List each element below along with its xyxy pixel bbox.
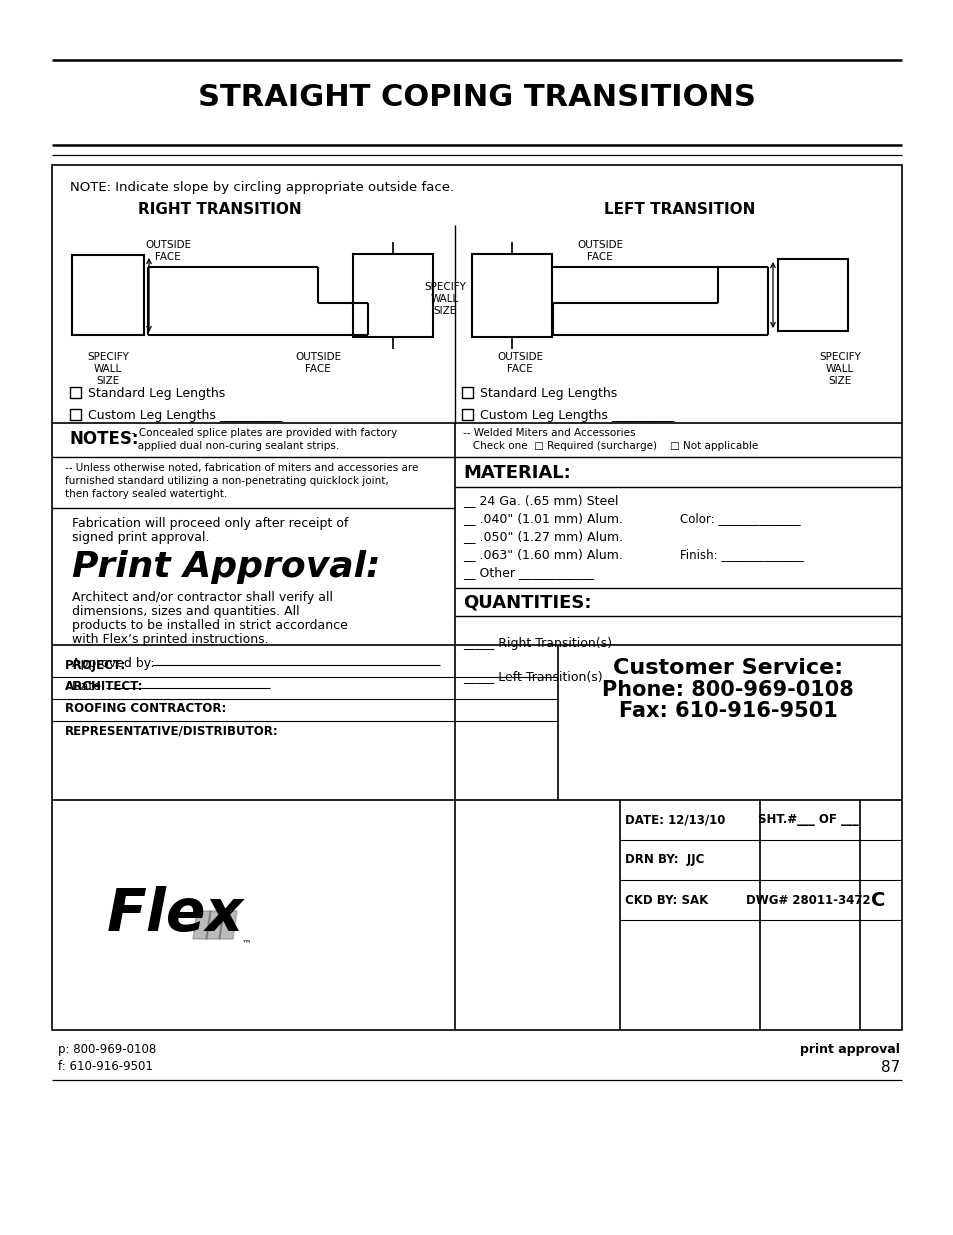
Text: Finish: ______________: Finish: ______________: [679, 548, 802, 562]
Text: Color: ______________: Color: ______________: [679, 513, 800, 526]
Text: SPECIFY: SPECIFY: [819, 352, 860, 362]
Text: WALL: WALL: [825, 364, 853, 374]
Text: WALL: WALL: [431, 294, 458, 304]
Text: Fabrication will proceed only after receipt of: Fabrication will proceed only after rece…: [71, 517, 348, 531]
Text: Custom Leg Lengths __________: Custom Leg Lengths __________: [88, 409, 282, 421]
Text: FACE: FACE: [155, 252, 181, 262]
Text: QUANTITIES:: QUANTITIES:: [462, 594, 591, 613]
Text: SIZE: SIZE: [433, 306, 456, 316]
Text: Custom Leg Lengths __________: Custom Leg Lengths __________: [479, 409, 674, 421]
Text: -- Welded Miters and Accessories: -- Welded Miters and Accessories: [462, 429, 635, 438]
Text: Architect and/or contractor shall verify all: Architect and/or contractor shall verify…: [71, 590, 333, 604]
Text: p: 800-969-0108: p: 800-969-0108: [58, 1044, 156, 1056]
Text: signed print approval.: signed print approval.: [71, 531, 210, 545]
Text: DATE: 12/13/10: DATE: 12/13/10: [624, 814, 724, 826]
Text: with Flex’s printed instructions.: with Flex’s printed instructions.: [71, 632, 269, 646]
Polygon shape: [206, 911, 224, 939]
Bar: [71, 254, 144, 335]
Text: Standard Leg Lengths: Standard Leg Lengths: [479, 387, 617, 399]
Text: SPECIFY: SPECIFY: [424, 282, 465, 291]
Text: Check one  □ Required (surcharge)    □ Not applicable: Check one □ Required (surcharge) □ Not a…: [462, 441, 758, 451]
Text: MATERIAL:: MATERIAL:: [462, 464, 570, 482]
Bar: [472, 254, 552, 337]
Text: FACE: FACE: [507, 364, 533, 374]
Bar: [461, 387, 473, 398]
Text: C: C: [870, 890, 884, 909]
Text: Customer Service:: Customer Service:: [612, 658, 842, 678]
Text: ™: ™: [242, 939, 252, 948]
Bar: [70, 387, 81, 398]
Polygon shape: [193, 911, 211, 939]
Text: Phone: 800-969-0108: Phone: 800-969-0108: [601, 680, 853, 700]
Text: ARCHITECT:: ARCHITECT:: [65, 680, 143, 694]
Text: ROOFING CONTRACTOR:: ROOFING CONTRACTOR:: [65, 703, 226, 715]
Text: FACE: FACE: [586, 252, 612, 262]
Text: OUTSIDE: OUTSIDE: [577, 240, 622, 249]
Text: -- Unless otherwise noted, fabrication of miters and accessories are: -- Unless otherwise noted, fabrication o…: [65, 463, 418, 473]
Text: __ .063" (1.60 mm) Alum.: __ .063" (1.60 mm) Alum.: [462, 548, 622, 562]
Text: f: 610-916-9501: f: 610-916-9501: [58, 1061, 152, 1073]
Text: __ .040" (1.01 mm) Alum.: __ .040" (1.01 mm) Alum.: [462, 513, 622, 526]
Text: applied dual non-curing sealant strips.: applied dual non-curing sealant strips.: [128, 441, 339, 451]
Text: 87: 87: [880, 1060, 899, 1074]
Text: STRAIGHT COPING TRANSITIONS: STRAIGHT COPING TRANSITIONS: [198, 84, 755, 112]
Text: RIGHT TRANSITION: RIGHT TRANSITION: [138, 203, 301, 217]
Text: Approved by:: Approved by:: [71, 657, 154, 669]
Bar: [778, 259, 847, 331]
Text: FACE: FACE: [305, 364, 331, 374]
Text: NOTES:: NOTES:: [70, 430, 139, 448]
Text: -- Concealed splice plates are provided with factory: -- Concealed splice plates are provided …: [128, 429, 396, 438]
Text: Standard Leg Lengths: Standard Leg Lengths: [88, 387, 225, 399]
Text: OUTSIDE: OUTSIDE: [497, 352, 542, 362]
Polygon shape: [219, 911, 236, 939]
Text: __ Other ____________: __ Other ____________: [462, 567, 594, 579]
Text: print approval: print approval: [800, 1044, 899, 1056]
Text: __ 24 Ga. (.65 mm) Steel: __ 24 Ga. (.65 mm) Steel: [462, 494, 618, 508]
Text: WALL: WALL: [93, 364, 122, 374]
Text: OUTSIDE: OUTSIDE: [294, 352, 341, 362]
Text: products to be installed in strict accordance: products to be installed in strict accor…: [71, 619, 348, 631]
Text: _____ Left Transition(s): _____ Left Transition(s): [462, 671, 602, 683]
Text: SPECIFY: SPECIFY: [87, 352, 129, 362]
Text: dimensions, sizes and quantities. All: dimensions, sizes and quantities. All: [71, 604, 299, 618]
Bar: [52, 165, 901, 1030]
Text: REPRESENTATIVE/DISTRIBUTOR:: REPRESENTATIVE/DISTRIBUTOR:: [65, 725, 278, 737]
Text: DWG# 28011-3472: DWG# 28011-3472: [745, 893, 869, 906]
Text: NOTE: Indicate slope by circling appropriate outside face.: NOTE: Indicate slope by circling appropr…: [70, 180, 454, 194]
Text: then factory sealed watertight.: then factory sealed watertight.: [65, 489, 227, 499]
Text: PROJECT:: PROJECT:: [65, 658, 126, 672]
Text: SIZE: SIZE: [96, 375, 119, 387]
Text: OUTSIDE: OUTSIDE: [145, 240, 191, 249]
Text: furnished standard utilizing a non-penetrating quicklock joint,: furnished standard utilizing a non-penet…: [65, 475, 388, 487]
Bar: [70, 409, 81, 420]
Text: Date:: Date:: [71, 679, 106, 693]
Text: DRN BY:  JJC: DRN BY: JJC: [624, 853, 703, 867]
Text: SIZE: SIZE: [827, 375, 851, 387]
Text: CKD BY: SAK: CKD BY: SAK: [624, 893, 707, 906]
Text: Fax: 610-916-9501: Fax: 610-916-9501: [618, 701, 837, 721]
Bar: [353, 254, 433, 337]
Text: LEFT TRANSITION: LEFT TRANSITION: [603, 203, 755, 217]
Text: Flex: Flex: [107, 887, 243, 944]
Text: Print Approval:: Print Approval:: [71, 550, 380, 584]
Text: __ .050" (1.27 mm) Alum.: __ .050" (1.27 mm) Alum.: [462, 531, 622, 543]
Bar: [461, 409, 473, 420]
Text: SHT.#___ OF ___: SHT.#___ OF ___: [757, 814, 858, 826]
Text: _____ Right Transition(s): _____ Right Transition(s): [462, 636, 612, 650]
